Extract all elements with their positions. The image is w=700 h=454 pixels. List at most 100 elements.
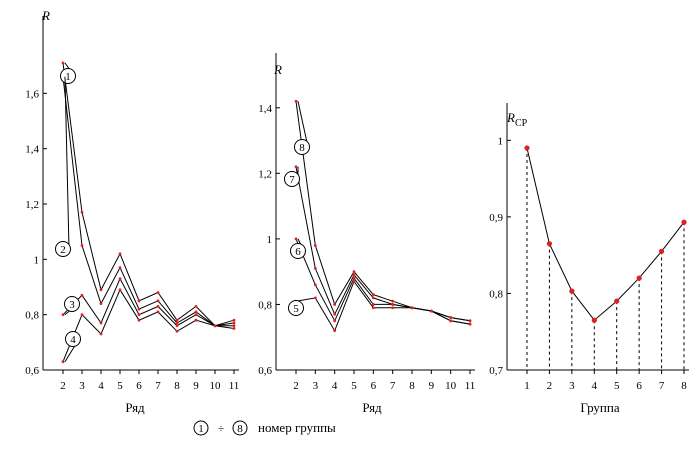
- x-tick-label: 10: [210, 380, 222, 392]
- y-tick-label: 1,4: [25, 144, 39, 156]
- y-tick-label: 1: [267, 234, 273, 246]
- data-point: [524, 145, 530, 151]
- data-point: [333, 329, 337, 333]
- legend-circle-start: [193, 420, 209, 436]
- x-tick-label: 6: [136, 380, 142, 392]
- y-tick-label: 1,2: [258, 168, 272, 180]
- data-point: [371, 296, 375, 300]
- data-point: [410, 306, 414, 310]
- data-point: [468, 319, 472, 323]
- callout-label: 3: [69, 299, 75, 311]
- y-tick-label: 1: [498, 135, 504, 147]
- x-tick-label: 4: [592, 380, 598, 392]
- data-point: [232, 327, 236, 330]
- x-tick-label: 10: [445, 380, 457, 392]
- data-point: [175, 329, 179, 333]
- callout-circle: [65, 331, 81, 347]
- callout-circle: [294, 139, 310, 155]
- callout-circle: [288, 300, 304, 316]
- callout-label: 2: [60, 244, 66, 256]
- data-point: [449, 316, 453, 319]
- data-point: [294, 99, 298, 103]
- callout-label: 5: [293, 303, 299, 315]
- x-tick-label: 4: [332, 380, 338, 392]
- y-tick-label: 0,8: [489, 288, 503, 300]
- data-point: [194, 318, 198, 322]
- x-tick-label: 3: [313, 380, 319, 392]
- series-line-1: [62, 62, 235, 327]
- data-point: [61, 360, 65, 364]
- legend-circle-end: [232, 420, 248, 436]
- data-point: [391, 306, 395, 310]
- data-point: [232, 321, 236, 325]
- series-line-8: [295, 101, 471, 322]
- callout-label: 4: [70, 334, 76, 346]
- right-panel: RСР Группа 0,7 0,8 0,9 1 1 2 3 4 5 6 7 8: [489, 103, 689, 415]
- data-point: [333, 312, 337, 316]
- data-point: [569, 288, 575, 294]
- left-y-axis-label: R: [41, 8, 50, 23]
- callout-label: 1: [65, 71, 71, 83]
- data-point: [681, 219, 687, 225]
- x-tick-label: 3: [79, 380, 85, 392]
- right-x-axis-label: Группа: [580, 400, 619, 415]
- data-point: [61, 313, 65, 317]
- data-point: [371, 293, 375, 297]
- legend-label-end: 8: [237, 423, 243, 435]
- data-point: [118, 288, 122, 292]
- x-tick-label: 1: [524, 380, 530, 392]
- x-tick-label: 2: [60, 380, 66, 392]
- x-tick-label: 7: [390, 380, 396, 392]
- data-point: [352, 273, 356, 277]
- data-point: [80, 313, 84, 317]
- data-point: [137, 313, 141, 317]
- x-tick-label: 6: [636, 380, 642, 392]
- data-point: [99, 321, 103, 325]
- data-point: [118, 266, 122, 270]
- data-point: [591, 317, 597, 323]
- data-point: [175, 324, 179, 328]
- x-tick-label: 8: [409, 380, 415, 392]
- data-point: [137, 318, 141, 322]
- data-point: [156, 291, 160, 294]
- data-point: [658, 248, 665, 254]
- data-point: [333, 319, 337, 323]
- series-line-6: [295, 238, 471, 325]
- y-tick-label: 0,6: [258, 365, 272, 377]
- data-point: [99, 302, 103, 305]
- data-point: [546, 241, 553, 247]
- data-point: [636, 275, 642, 281]
- series-line-5: [295, 280, 471, 332]
- x-tick-label: 3: [569, 380, 575, 392]
- x-tick-label: 8: [174, 380, 180, 392]
- data-point: [294, 165, 298, 169]
- data-point: [137, 307, 141, 311]
- data-point: [194, 310, 198, 314]
- data-point: [213, 324, 217, 328]
- data-point: [194, 313, 198, 317]
- data-point: [313, 266, 317, 270]
- data-point: [232, 318, 236, 322]
- y-tick-label: 0,9: [489, 212, 503, 224]
- callout-circle: [64, 296, 80, 312]
- data-point: [175, 321, 179, 325]
- right-y-axis-label: RСР: [506, 110, 528, 129]
- x-tick-label: 2: [547, 380, 553, 392]
- middle-panel: R Ряд 0,6 0,8 1 1,2 1,4 2 3 4 5 6 7 8 9 10 11 8 7 6 5: [258, 53, 475, 415]
- data-point: [61, 61, 65, 65]
- legend-text: номер группы: [258, 420, 336, 435]
- data-point: [80, 210, 84, 214]
- x-tick-label: 8: [681, 380, 687, 392]
- y-tick-label: 0,6: [25, 365, 39, 377]
- callout-circle: [290, 243, 306, 259]
- x-tick-label: 9: [429, 380, 435, 392]
- data-point: [468, 322, 472, 326]
- data-point: [175, 318, 179, 322]
- callout-circle: [60, 68, 76, 84]
- legend: 1 ÷ 8 номер группы: [193, 420, 336, 436]
- data-point: [313, 296, 317, 300]
- x-tick-label: 4: [98, 380, 104, 392]
- data-point: [80, 293, 84, 297]
